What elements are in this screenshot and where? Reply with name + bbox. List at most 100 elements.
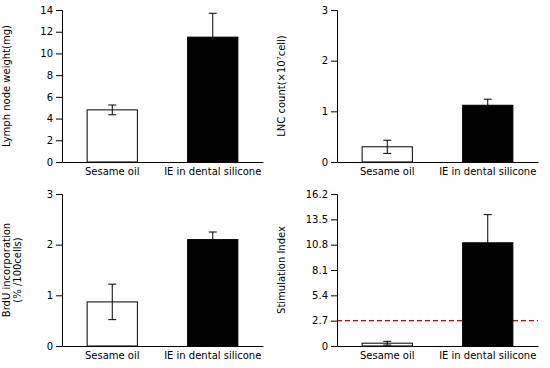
error-bar: [209, 13, 217, 61]
x-tick: IE in dental silicone: [439, 350, 536, 361]
y-tick: 2.7: [312, 315, 337, 326]
x-axis: Sesame oil IE in dental silicone: [338, 347, 539, 362]
y-tick: 16.2: [306, 189, 337, 200]
y-tick-mark: [331, 10, 337, 11]
error-bar-cap: [108, 319, 116, 320]
error-bar: [108, 105, 116, 115]
y-tick-mark: [56, 53, 62, 54]
y-tick-mark: [56, 346, 62, 347]
plot-area: [362, 99, 513, 162]
y-tick: 4: [47, 113, 62, 124]
error-bar-cap: [383, 341, 391, 342]
y-tick: 0: [322, 157, 337, 168]
y-tick-mark: [331, 162, 337, 163]
y-tick-mark: [56, 194, 62, 195]
y-tick-label: 0: [322, 341, 328, 352]
y-tick: 12: [40, 26, 62, 37]
plot-area: [87, 13, 238, 162]
y-tick: 14: [40, 5, 62, 16]
x-tick-label: Sesame oil: [360, 166, 415, 177]
y-tick-mark: [56, 140, 62, 141]
y-tick: 3: [322, 5, 337, 16]
error-bar-cap: [209, 232, 217, 233]
error-bar: [108, 284, 116, 319]
y-tick: 0: [322, 341, 337, 352]
y-tick-label: 8.1: [312, 265, 328, 276]
y-tick-mark: [331, 61, 337, 62]
y-axis-title-line: (% /100cells): [12, 237, 23, 302]
y-axis: 0 2 4 6 8 10 12 14: [40, 5, 62, 168]
y-tick: 8.1: [312, 265, 337, 276]
y-axis-title-line: BrdU incorporation: [1, 223, 12, 317]
error-bar-cap: [108, 114, 116, 115]
y-tick: 3: [47, 189, 62, 200]
x-axis-line: [63, 162, 264, 163]
y-tick: 6: [47, 92, 62, 103]
error-bar-cap: [484, 111, 492, 112]
y-tick-label: 3: [47, 189, 53, 200]
y-tick-label: 13.5: [306, 214, 328, 225]
bar: [463, 105, 513, 162]
subplot: 0 1 2 3 Sesame oil IE in dental silicone LNC c…: [276, 5, 539, 177]
y-tick-label: 2: [47, 135, 53, 146]
error-bar-stem: [487, 215, 488, 271]
x-tick: Sesame oil: [85, 350, 140, 361]
y-tick-label: 14: [40, 5, 53, 16]
x-tick-label: Sesame oil: [85, 166, 140, 177]
y-tick-mark: [331, 111, 337, 112]
error-bar-cap: [209, 247, 217, 248]
subplot: 0 2 4 6 8 10 12 14 Sesame oil IE in dental silico…: [1, 5, 264, 177]
x-tick-label: Sesame oil: [85, 350, 140, 361]
y-tick-label: 2.7: [312, 315, 328, 326]
error-bar-cap: [484, 214, 492, 215]
error-bar-stem: [487, 99, 488, 111]
subplot: 02.75.48.110.813.516.2Sesame oilIE in de…: [276, 189, 539, 361]
y-tick-mark: [56, 10, 62, 11]
y-tick-label: 10: [40, 48, 53, 59]
subplot: 0123Sesame oilIE in dental siliconeBrdU …: [1, 189, 264, 361]
x-tick: Sesame oil: [360, 350, 415, 361]
x-tick: Sesame oil: [85, 166, 140, 177]
y-tick-label: 0: [47, 157, 53, 168]
x-tick-label: IE in dental silicone: [439, 350, 536, 361]
error-bar-cap: [108, 105, 116, 106]
y-axis-title-line: Lymph node weight(mg): [1, 25, 12, 147]
y-tick-mark: [331, 245, 337, 246]
x-axis-line: [338, 346, 539, 347]
y-tick: 1: [47, 290, 62, 301]
y-tick-label: 0: [47, 341, 53, 352]
error-bar-cap: [484, 270, 492, 271]
error-bar: [383, 341, 391, 345]
y-tick-mark: [56, 295, 62, 296]
error-bar-cap: [484, 99, 492, 100]
y-axis-line: [331, 195, 338, 347]
y-tick-mark: [331, 321, 337, 322]
y-axis: 02.75.48.110.813.516.2: [306, 189, 338, 352]
error-bar-cap: [209, 61, 217, 62]
y-tick-mark: [331, 194, 337, 195]
y-axis-title: LNC count(×10⁷cell): [276, 35, 287, 137]
y-tick-mark: [56, 32, 62, 33]
x-tick-label: IE in dental silicone: [439, 166, 536, 177]
x-axis-line: [338, 162, 539, 163]
y-axis-title: BrdU incorporation(% /100cells): [1, 223, 23, 317]
y-tick-mark: [331, 270, 337, 271]
y-tick: 8: [47, 70, 62, 81]
y-tick: 1: [322, 106, 337, 117]
error-bar-stem: [212, 232, 213, 247]
y-axis-title-line: LNC count(×10⁷cell): [276, 35, 287, 137]
y-tick-label: 2: [322, 55, 328, 66]
y-tick-label: 6: [47, 92, 53, 103]
y-axis-title-line: Stimulation Index: [276, 226, 287, 314]
error-bar-cap: [383, 140, 391, 141]
y-axis-line: [56, 11, 63, 163]
x-tick: IE in dental silicone: [164, 166, 261, 177]
y-axis-title: Lymph node weight(mg): [1, 25, 12, 147]
y-tick-label: 1: [47, 290, 53, 301]
y-tick-mark: [56, 97, 62, 98]
x-tick: IE in dental silicone: [439, 166, 536, 177]
y-tick-mark: [56, 119, 62, 120]
y-tick-label: 16.2: [306, 189, 328, 200]
y-axis-title: Stimulation Index: [276, 226, 287, 314]
x-axis: Sesame oilIE in dental silicone: [63, 347, 264, 362]
